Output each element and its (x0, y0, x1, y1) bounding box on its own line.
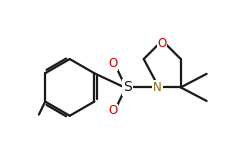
Text: S: S (123, 80, 132, 94)
Text: O: O (108, 57, 118, 70)
Text: O: O (157, 36, 167, 49)
Text: O: O (108, 104, 118, 117)
Text: N: N (153, 81, 162, 94)
